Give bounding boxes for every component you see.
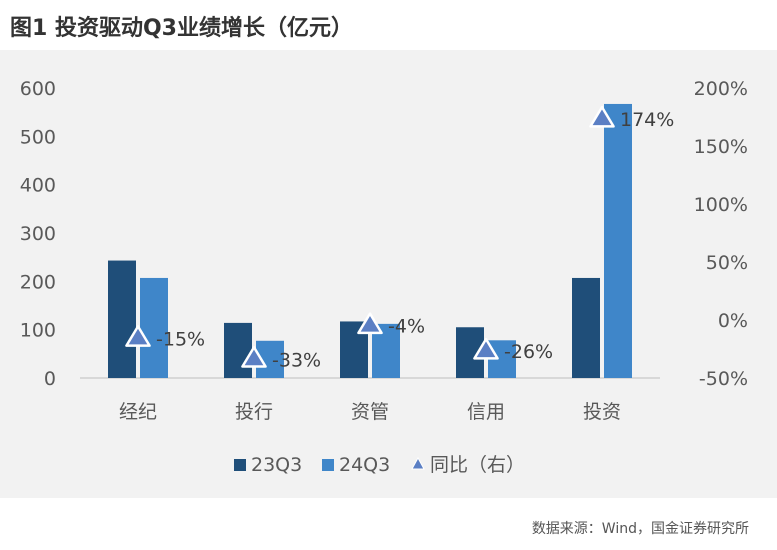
y-right-tick-label: -50% — [699, 368, 748, 390]
yoy-marker — [473, 337, 499, 360]
bar-24Q3 — [140, 277, 168, 378]
x-tick-label: 投资 — [583, 401, 621, 423]
y-axis-left: 0 100 200 300 400 500 600 — [20, 78, 56, 390]
yoy-data-label: -26% — [504, 341, 553, 363]
source-note: 数据来源：Wind，国金证券研究所 — [531, 521, 749, 537]
y-left-tick-label: 0 — [44, 368, 56, 390]
bar-23Q3 — [572, 277, 600, 378]
yoy-data-label: -4% — [388, 316, 425, 338]
yoy-data-label: -33% — [272, 349, 321, 371]
y-left-tick-label: 100 — [20, 320, 56, 342]
yoy-marker — [241, 346, 267, 368]
legend-swatch-yoy — [411, 456, 425, 470]
x-tick-label: 投行 — [235, 401, 273, 423]
yoy-markers-group: -15% -33% -4% -26% 174% — [125, 105, 674, 371]
legend-swatch-23Q3 — [234, 459, 246, 471]
yoy-marker — [589, 105, 615, 128]
x-tick-label: 资管 — [351, 401, 389, 423]
y-left-tick-label: 500 — [20, 126, 56, 148]
y-right-tick-label: 50% — [706, 252, 748, 274]
legend-swatch-24Q3 — [322, 459, 334, 471]
bar-24Q3 — [604, 103, 632, 378]
x-tick-label: 信用 — [467, 401, 505, 423]
bar-23Q3 — [224, 322, 252, 378]
y-right-tick-label: 200% — [694, 78, 748, 100]
y-right-tick-label: 150% — [694, 136, 748, 158]
yoy-data-label: 174% — [620, 109, 674, 131]
y-left-tick-label: 200 — [20, 271, 56, 293]
x-axis: 经纪 投行 资管 信用 投资 — [119, 401, 621, 423]
y-right-tick-label: 100% — [694, 194, 748, 216]
yoy-marker — [357, 312, 383, 335]
legend-label: 同比（右） — [430, 454, 525, 476]
chart-title: 图1 投资驱动Q3业绩增长（亿元） — [10, 16, 353, 41]
bar-23Q3 — [108, 260, 136, 378]
legend-label: 24Q3 — [339, 454, 390, 476]
y-axis-right: -50% 0% 50% 100% 150% 200% — [694, 78, 748, 390]
bars-group — [108, 103, 632, 378]
y-left-tick-label: 400 — [20, 175, 56, 197]
legend: 23Q3 24Q3 同比（右） — [234, 454, 525, 476]
chart: 0 100 200 300 400 500 600 -50% 0% 50% 100% 150% 200… — [0, 50, 777, 498]
yoy-data-label: -15% — [156, 328, 205, 350]
yoy-marker — [125, 325, 151, 347]
y-left-tick-label: 300 — [20, 223, 56, 245]
x-tick-label: 经纪 — [119, 401, 157, 423]
y-left-tick-label: 600 — [20, 78, 56, 100]
legend-label: 23Q3 — [251, 454, 302, 476]
y-right-tick-label: 0% — [718, 310, 748, 332]
